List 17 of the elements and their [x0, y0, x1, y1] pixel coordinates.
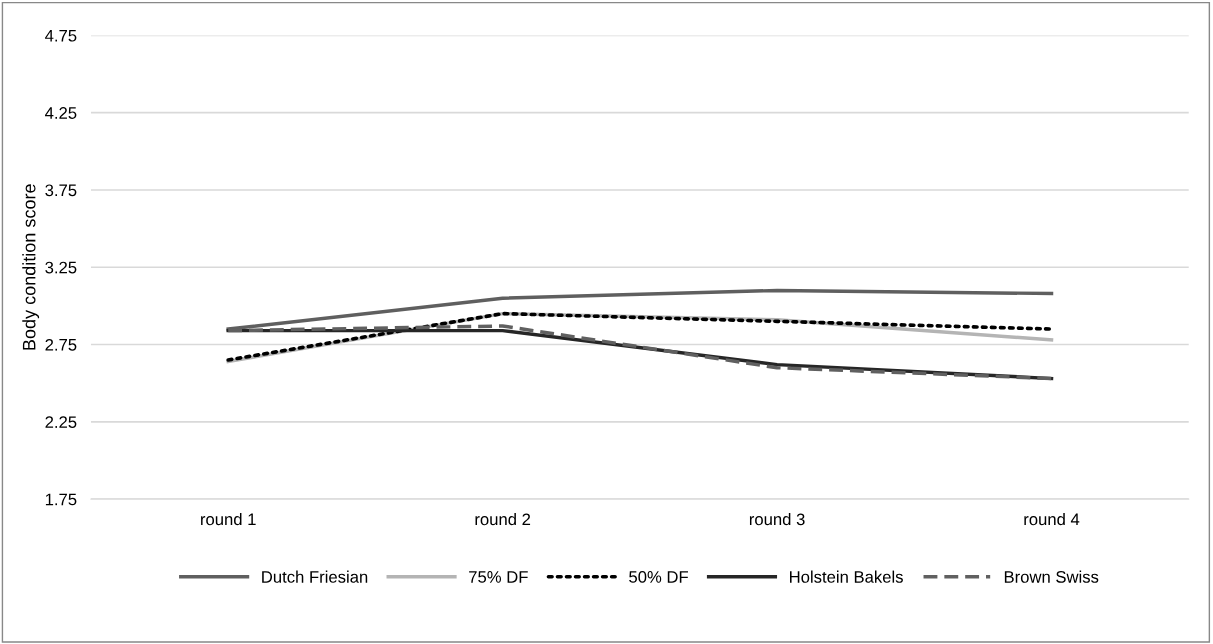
y-tick-label: 3.25 — [45, 261, 77, 274]
y-tick-label: 3.75 — [45, 184, 77, 197]
y-tick-label: 2.25 — [45, 416, 77, 429]
legend-label: Brown Swiss — [1004, 570, 1099, 583]
x-tick-label: round 3 — [749, 512, 805, 526]
x-tick-label: round 2 — [475, 512, 531, 526]
legend-label: 50% DF — [629, 571, 688, 583]
x-tick-label: round 4 — [1024, 512, 1080, 526]
y-axis-title: Body condition score — [22, 184, 40, 350]
legend-label: Holstein Bakels — [790, 570, 903, 583]
y-tick-label: 4.25 — [45, 107, 77, 119]
x-tick-label: round 1 — [201, 512, 256, 526]
legend-label: Dutch Friesian — [262, 570, 368, 583]
y-tick-label: 2.75 — [45, 338, 77, 351]
legend-label: 75% DF — [469, 571, 528, 583]
y-tick-label: 1.75 — [45, 493, 77, 506]
y-tick-label: 4.75 — [45, 29, 77, 42]
